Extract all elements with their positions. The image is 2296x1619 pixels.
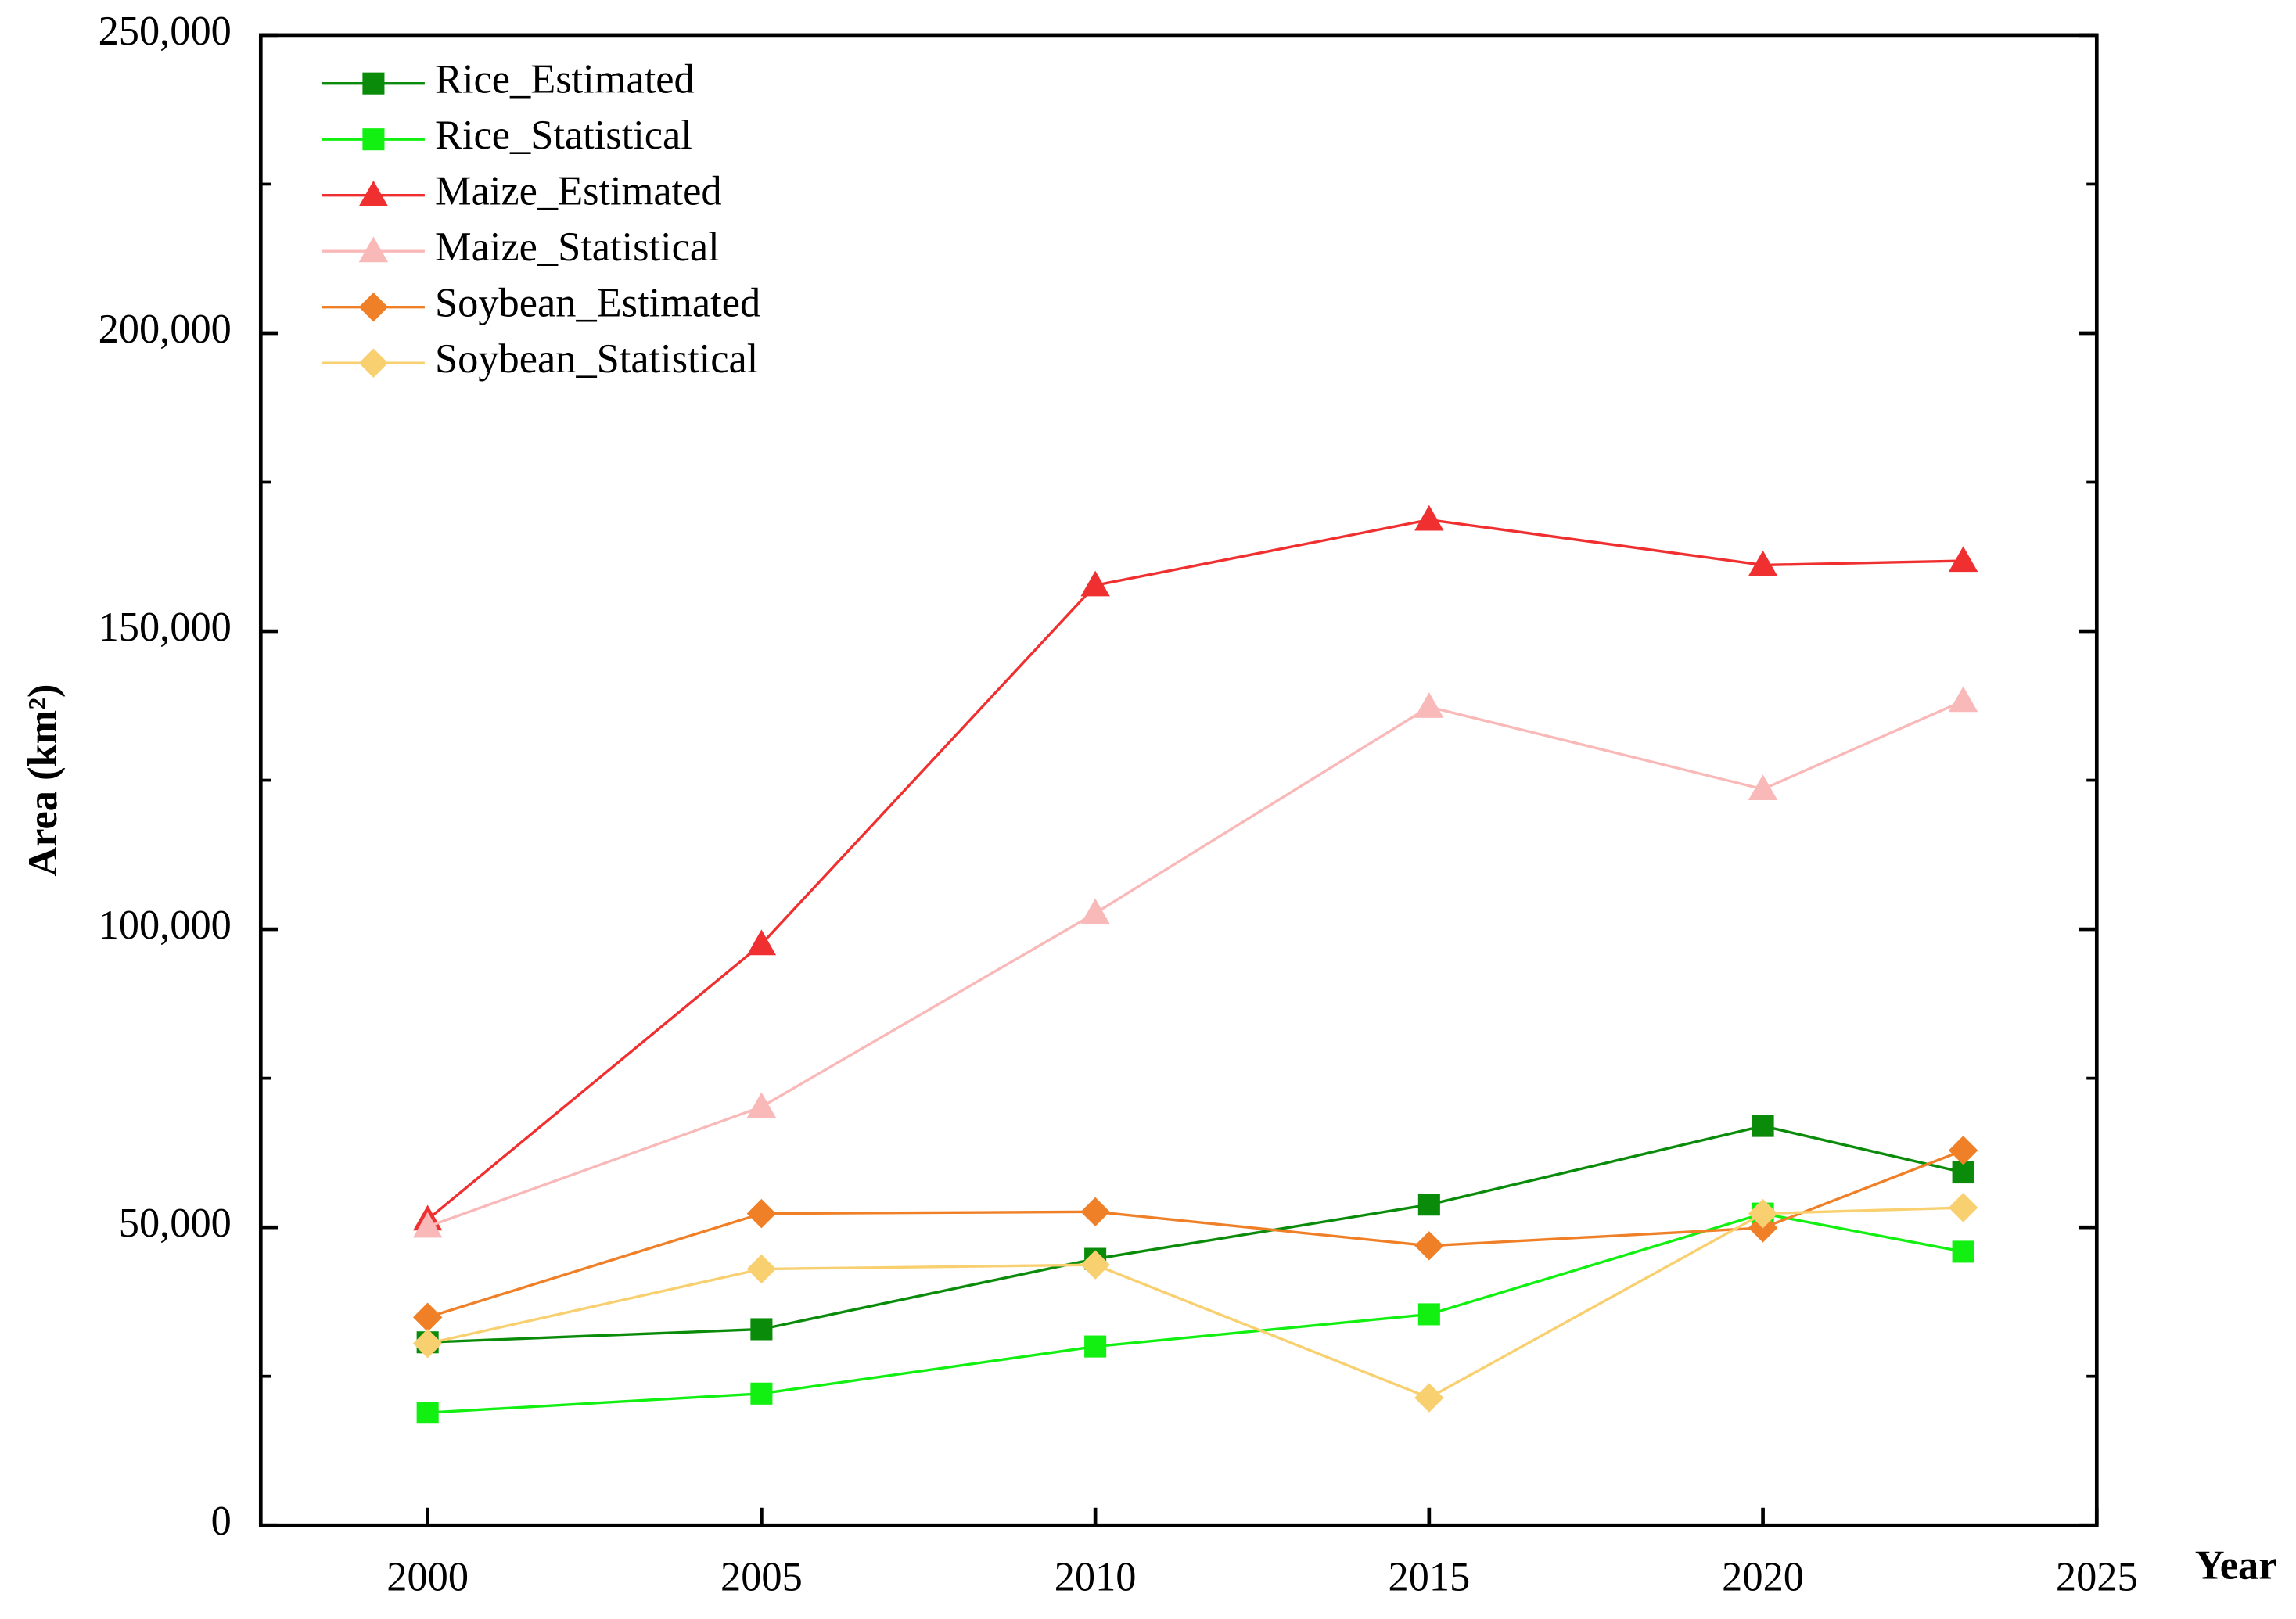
data-point <box>1752 1115 1774 1137</box>
data-point <box>746 1254 777 1284</box>
data-point <box>1948 546 1978 573</box>
data-point <box>412 1302 443 1332</box>
legend-marker <box>358 180 389 206</box>
series-line <box>427 1206 1964 1399</box>
x-tick-label: 2020 <box>1722 1554 1804 1599</box>
y-tick-label: 50,000 <box>119 1201 232 1246</box>
y-tick-label: 100,000 <box>99 903 232 948</box>
data-point <box>1952 1240 1974 1263</box>
data-point <box>1414 692 1444 718</box>
series-line <box>426 518 1964 1221</box>
data-point <box>750 1318 773 1341</box>
x-tick-label: 2005 <box>720 1554 803 1599</box>
data-point <box>1414 1231 1444 1261</box>
data-point <box>1748 550 1778 576</box>
legend-marker <box>358 236 389 263</box>
legend-label: Maize_Estimated <box>435 169 722 214</box>
legend-label: Rice_Statistical <box>435 113 692 158</box>
data-point <box>412 1212 443 1238</box>
data-point <box>1084 1335 1107 1358</box>
legend-label: Soybean_Statistical <box>435 336 758 382</box>
y-tick-label: 150,000 <box>99 605 232 650</box>
series-line <box>427 699 1964 1228</box>
series-line <box>427 1149 1964 1319</box>
data-point <box>416 1402 439 1424</box>
data-point <box>1948 686 1978 713</box>
legend-marker <box>362 72 385 95</box>
y-axis-label: Area (km²) <box>20 684 66 877</box>
legend-label: Maize_Statistical <box>435 224 720 270</box>
data-point <box>1948 1193 1978 1222</box>
series-line <box>427 1124 1964 1344</box>
legend-label: Soybean_Estimated <box>435 281 760 326</box>
x-tick-label: 2025 <box>2056 1554 2138 1599</box>
data-point <box>1080 1197 1110 1227</box>
y-tick-label: 0 <box>211 1499 232 1544</box>
data-point <box>1948 1136 1978 1165</box>
data-point <box>1080 570 1110 597</box>
data-point <box>1417 1303 1440 1326</box>
data-point <box>746 1198 777 1229</box>
data-point <box>750 1382 773 1405</box>
y-tick-label: 250,000 <box>99 9 232 54</box>
legend-marker <box>358 348 389 378</box>
x-tick-label: 2000 <box>386 1554 469 1599</box>
data-point <box>1414 504 1444 531</box>
data-point <box>746 929 777 956</box>
x-axis-label: Year <box>2195 1542 2277 1588</box>
x-tick-label: 2010 <box>1055 1554 1137 1599</box>
x-tick-label: 2015 <box>1388 1554 1470 1599</box>
data-point <box>412 1329 443 1359</box>
data-point <box>1414 1383 1444 1413</box>
y-tick-label: 200,000 <box>99 307 232 352</box>
data-point <box>1748 774 1778 801</box>
data-point <box>746 1092 777 1118</box>
data-point <box>1417 1194 1440 1216</box>
data-point <box>1952 1161 1974 1184</box>
legend-marker <box>358 292 389 322</box>
legend-label: Rice_Estimated <box>435 57 695 102</box>
data-point <box>1080 898 1110 924</box>
legend-marker <box>362 128 385 151</box>
